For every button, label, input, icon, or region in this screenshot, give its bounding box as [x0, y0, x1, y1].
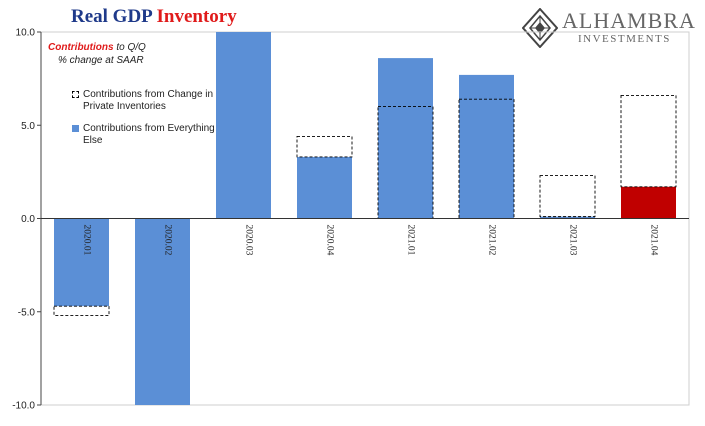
bar-inventories — [296, 135, 353, 158]
logo-name: ALHAMBRA — [562, 8, 696, 33]
bar-everything-else — [216, 32, 271, 219]
x-tick-label: 2020.03 — [244, 225, 254, 256]
y-tick-label: 0.0 — [21, 214, 35, 225]
legend-label-inventories: Contributions from Change in Private Inv… — [83, 89, 214, 112]
bar-everything-else — [297, 156, 352, 219]
bar-inventories — [53, 305, 110, 316]
bar-everything-else — [540, 216, 595, 219]
bar-everything-else — [378, 58, 433, 219]
bar-inventories — [620, 94, 677, 188]
chart-title: Real GDP Inventory — [71, 6, 237, 28]
alhambra-logo: ALHAMBRA INVESTMENTS — [522, 6, 700, 50]
legend-item-everything-else: Contributions from Everything Else — [72, 123, 223, 147]
bar-everything-else — [135, 218, 190, 405]
note-text-1: to Q/Q — [116, 42, 146, 53]
x-tick-label: 2021.03 — [568, 225, 578, 256]
title-part-2: Inventory — [156, 6, 237, 27]
logo-subtitle: INVESTMENTS — [578, 33, 671, 45]
bar-inventories — [377, 106, 434, 219]
y-tick-label: 10.0 — [16, 28, 36, 39]
blue-box-icon — [72, 125, 79, 132]
bar-inventories — [539, 175, 596, 218]
x-tick-label: 2020.02 — [163, 225, 173, 256]
chart-legend: Contributions from Change in Private Inv… — [72, 89, 223, 157]
bar-everything-else — [621, 186, 676, 219]
y-tick-label: -5.0 — [18, 307, 36, 318]
y-tick-label: -10.0 — [12, 401, 35, 412]
y-tick-label: 5.0 — [21, 121, 35, 132]
bar-everything-else — [459, 74, 514, 219]
legend-item-inventories: Contributions from Change in Private Inv… — [72, 89, 223, 113]
note-text-2: % change at SAAR — [58, 55, 144, 66]
dashed-box-icon — [72, 91, 79, 98]
legend-label-everything-else: Contributions from Everything Else — [83, 123, 215, 146]
x-tick-label: 2020.04 — [325, 225, 335, 256]
title-part-1: Real GDP — [71, 6, 152, 27]
x-tick-label: 2020.01 — [82, 225, 92, 256]
bar-everything-else — [54, 218, 109, 307]
x-tick-label: 2021.04 — [649, 225, 659, 256]
chart-note: Contributions to Q/Q % change at SAAR — [48, 41, 146, 67]
x-tick-label: 2021.02 — [487, 225, 497, 256]
x-tick-label: 2021.01 — [406, 225, 416, 256]
note-label: Contributions — [48, 42, 114, 53]
diamond-logo-icon — [522, 8, 558, 48]
